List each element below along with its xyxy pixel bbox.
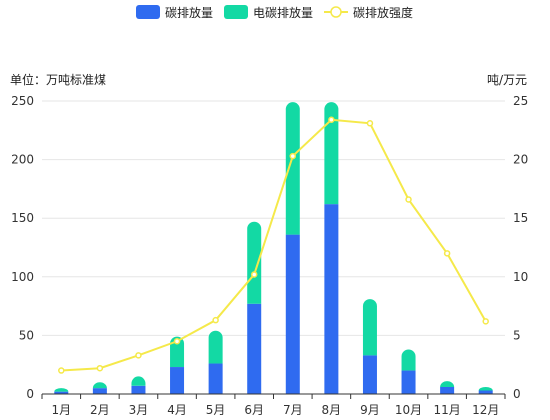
right-axis-unit: 吨/万元 (487, 73, 527, 87)
bar-segment (285, 234, 300, 394)
bar-series (54, 102, 493, 394)
line-series (58, 116, 489, 374)
bar-segment (170, 336, 185, 368)
legend-label: 碳排放强度 (353, 5, 413, 20)
bar-segment (247, 221, 262, 304)
left-tick-label: 0 (26, 387, 34, 401)
bar-segment (401, 349, 416, 371)
right-axis-ticks: 0 5 10 15 20 25 (513, 94, 528, 401)
bar-segment (208, 330, 223, 364)
bar-segment (285, 102, 300, 235)
grid-lines (42, 100, 505, 336)
right-tick-label: 20 (513, 153, 528, 167)
right-tick-label: 0 (513, 387, 521, 401)
x-tick-label: 1月 (51, 403, 71, 417)
bar-segment (478, 386, 493, 391)
legend-marker (330, 6, 342, 18)
x-tick-label: 11月 (433, 403, 460, 417)
bar-segment (401, 370, 416, 394)
bar-segment (362, 299, 377, 356)
legend-label: 电碳排放量 (253, 5, 313, 20)
right-tick-label: 15 (513, 211, 528, 225)
intensity-point (328, 116, 335, 124)
bar-segment (92, 388, 107, 394)
intensity-point (135, 352, 142, 359)
bar-segment (54, 388, 69, 392)
legend-swatch (136, 5, 160, 19)
right-tick-label: 25 (513, 94, 528, 108)
x-tick-label: 10月 (395, 403, 422, 417)
intensity-point (96, 364, 104, 372)
left-tick-label: 250 (11, 94, 34, 108)
bar-segment (131, 376, 146, 386)
x-tick-label: 8月 (322, 403, 342, 417)
right-tick-label: 5 (513, 328, 521, 342)
x-tick-label: 12月 (472, 403, 499, 417)
intensity-point (58, 367, 65, 374)
left-tick-label: 50 (19, 328, 34, 342)
intensity-point (212, 316, 219, 324)
x-tick-label: 9月 (360, 403, 380, 417)
x-tick-label: 3月 (129, 403, 149, 417)
left-tick-label: 200 (11, 153, 34, 167)
bar-segment (440, 381, 455, 387)
bar-segment (362, 355, 377, 394)
right-tick-label: 10 (513, 270, 528, 284)
intensity-point (405, 196, 412, 203)
bar-segment (324, 204, 339, 394)
intensity-point (173, 338, 181, 345)
x-tick-label: 6月 (244, 403, 264, 417)
bar-segment (131, 385, 146, 394)
x-tick-label: 7月 (283, 403, 303, 417)
legend-item[interactable]: 碳排放量 (136, 5, 213, 20)
left-axis-ticks: 0 50 100 150 200 250 (11, 94, 34, 401)
legend-item[interactable]: 碳排放强度 (324, 5, 413, 20)
intensity-point (482, 318, 489, 325)
bar-segment (324, 102, 339, 205)
x-tick-label: 4月 (167, 403, 187, 417)
legend-label: 碳排放量 (165, 5, 213, 20)
bar-segment (92, 382, 107, 389)
bar-segment (208, 363, 223, 394)
legend[interactable]: 碳排放量 电碳排放量 碳排放强度 (136, 5, 413, 20)
legend-swatch (224, 5, 248, 19)
bar-segment (170, 367, 185, 394)
x-tick-label: 5月 (206, 403, 226, 417)
legend-item[interactable]: 电碳排放量 (224, 5, 313, 20)
bar-segment (247, 303, 262, 394)
bar-segment (478, 390, 493, 394)
intensity-point (250, 271, 258, 278)
bar-segment (440, 386, 455, 394)
bar-segment (54, 391, 69, 394)
left-tick-label: 100 (11, 270, 34, 284)
left-tick-label: 150 (11, 211, 34, 225)
intensity-point (289, 152, 297, 160)
left-axis-unit: 单位：万吨标准煤 (10, 72, 106, 87)
intensity-line (61, 118, 487, 372)
intensity-point (366, 120, 374, 127)
x-axis: 1月 2月 3月 4月 5月 6月 7月 8月 9月 10月 11月 12月 (41, 393, 506, 417)
x-tick-label: 2月 (90, 403, 110, 417)
intensity-point (443, 250, 451, 257)
